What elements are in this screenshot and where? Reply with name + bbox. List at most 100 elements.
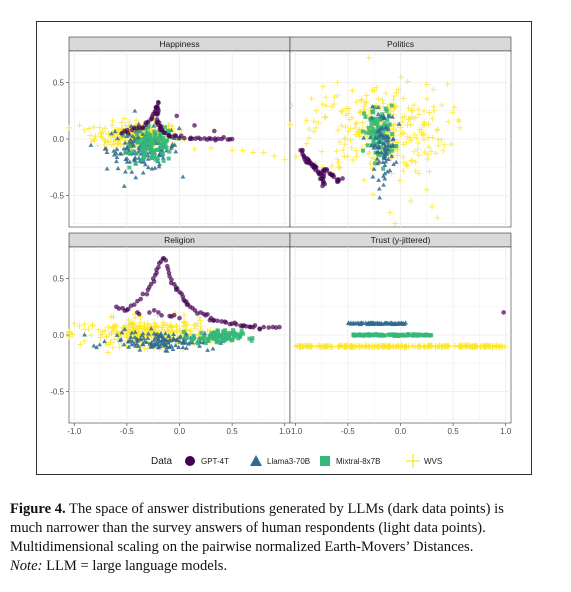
- point-llama3-70b: [104, 149, 110, 154]
- caption-note-text: LLM = large language models.: [42, 558, 228, 574]
- point-gpt-4t: [229, 136, 235, 142]
- point-wvs: [495, 344, 502, 351]
- point-wvs: [433, 127, 440, 134]
- point-llama3-70b: [128, 137, 134, 142]
- point-wvs: [429, 203, 436, 210]
- facet-title: Politics: [387, 39, 414, 49]
- point-llama3-70b: [151, 331, 157, 336]
- point-llama3-70b: [361, 135, 367, 140]
- point-wvs: [385, 343, 392, 350]
- point-wvs: [334, 156, 341, 163]
- figure-frame: Happiness 0.5 0.0 -0.5 Politics Religion 0.5 0.…: [36, 21, 532, 475]
- point-wvs: [341, 141, 348, 148]
- point-llama3-70b: [375, 111, 381, 116]
- point-mixtral-8x7b: [214, 338, 219, 343]
- point-llama3-70b: [152, 335, 158, 340]
- point-wvs: [379, 97, 386, 104]
- point-llama3-70b: [97, 342, 103, 347]
- point-wvs: [297, 343, 304, 350]
- point-wvs: [356, 343, 363, 350]
- point-mixtral-8x7b: [121, 133, 126, 138]
- point-wvs: [353, 99, 360, 106]
- point-llama3-70b: [125, 339, 131, 344]
- point-wvs: [86, 125, 93, 132]
- point-wvs: [353, 153, 360, 160]
- point-gpt-4t: [131, 302, 137, 307]
- x-tick-label: 0.0: [395, 427, 407, 436]
- point-wvs: [436, 343, 443, 350]
- point-llama3-70b: [160, 155, 166, 160]
- point-wvs: [420, 131, 427, 138]
- point-llama3-70b: [155, 341, 161, 346]
- point-llama3-70b: [396, 121, 402, 126]
- point-gpt-4t: [155, 112, 160, 117]
- point-mixtral-8x7b: [226, 331, 231, 336]
- point-mixtral-8x7b: [158, 142, 163, 147]
- point-wvs: [425, 121, 432, 128]
- point-wvs: [250, 149, 257, 156]
- point-mixtral-8x7b: [161, 135, 166, 140]
- point-mixtral-8x7b: [374, 332, 379, 337]
- point-wvs: [457, 343, 464, 350]
- point-mixtral-8x7b: [369, 333, 374, 338]
- point-wvs: [178, 127, 185, 134]
- point-llama3-70b: [385, 142, 391, 147]
- point-wvs: [393, 89, 400, 96]
- point-mixtral-8x7b: [371, 137, 376, 142]
- point-llama3-70b: [355, 321, 361, 326]
- point-mixtral-8x7b: [373, 161, 378, 166]
- point-mixtral-8x7b: [207, 334, 212, 339]
- point-llama3-70b: [124, 159, 130, 164]
- point-llama3-70b: [155, 336, 161, 341]
- point-wvs: [423, 186, 430, 193]
- point-wvs: [91, 137, 98, 144]
- point-wvs: [456, 124, 463, 131]
- point-mixtral-8x7b: [163, 141, 168, 146]
- point-wvs: [408, 107, 415, 114]
- point-wvs: [362, 99, 369, 106]
- point-mixtral-8x7b: [190, 337, 195, 342]
- x-tick-label: 1.0: [279, 427, 291, 436]
- point-mixtral-8x7b: [224, 336, 229, 341]
- point-mixtral-8x7b: [214, 340, 219, 345]
- point-wvs: [90, 124, 97, 131]
- point-llama3-70b: [136, 343, 141, 348]
- point-wvs: [408, 137, 415, 144]
- point-wvs: [398, 74, 405, 81]
- point-wvs: [66, 124, 72, 131]
- point-llama3-70b: [119, 329, 125, 335]
- point-wvs: [432, 150, 439, 157]
- y-tick-label: -0.5: [50, 387, 64, 396]
- point-wvs: [319, 344, 326, 351]
- point-wvs: [122, 122, 129, 129]
- point-wvs: [321, 114, 328, 121]
- point-mixtral-8x7b: [389, 148, 394, 153]
- point-wvs: [191, 146, 198, 153]
- point-wvs: [323, 94, 330, 101]
- point-mixtral-8x7b: [229, 338, 234, 343]
- point-wvs: [369, 87, 376, 94]
- point-mixtral-8x7b: [167, 149, 172, 154]
- point-wvs: [429, 115, 436, 122]
- point-mixtral-8x7b: [211, 331, 216, 336]
- point-llama3-70b: [102, 146, 108, 151]
- point-wvs: [109, 122, 116, 129]
- point-wvs: [409, 108, 416, 115]
- point-wvs: [96, 124, 103, 131]
- y-tick-label: 0.5: [53, 79, 65, 88]
- point-wvs: [97, 130, 104, 137]
- point-llama3-70b: [390, 321, 396, 327]
- point-llama3-70b: [171, 331, 177, 337]
- point-wvs: [315, 119, 322, 126]
- point-llama3-70b: [156, 164, 162, 169]
- x-tick-label: -0.5: [341, 427, 355, 436]
- point-wvs: [382, 90, 389, 97]
- y-tick-label: -0.5: [50, 191, 64, 200]
- point-gpt-4t: [116, 306, 122, 311]
- point-llama3-70b: [370, 174, 376, 179]
- point-llama3-70b: [176, 344, 182, 350]
- point-wvs: [105, 139, 112, 146]
- point-wvs: [435, 142, 442, 149]
- point-wvs: [105, 324, 112, 331]
- point-wvs: [350, 344, 357, 351]
